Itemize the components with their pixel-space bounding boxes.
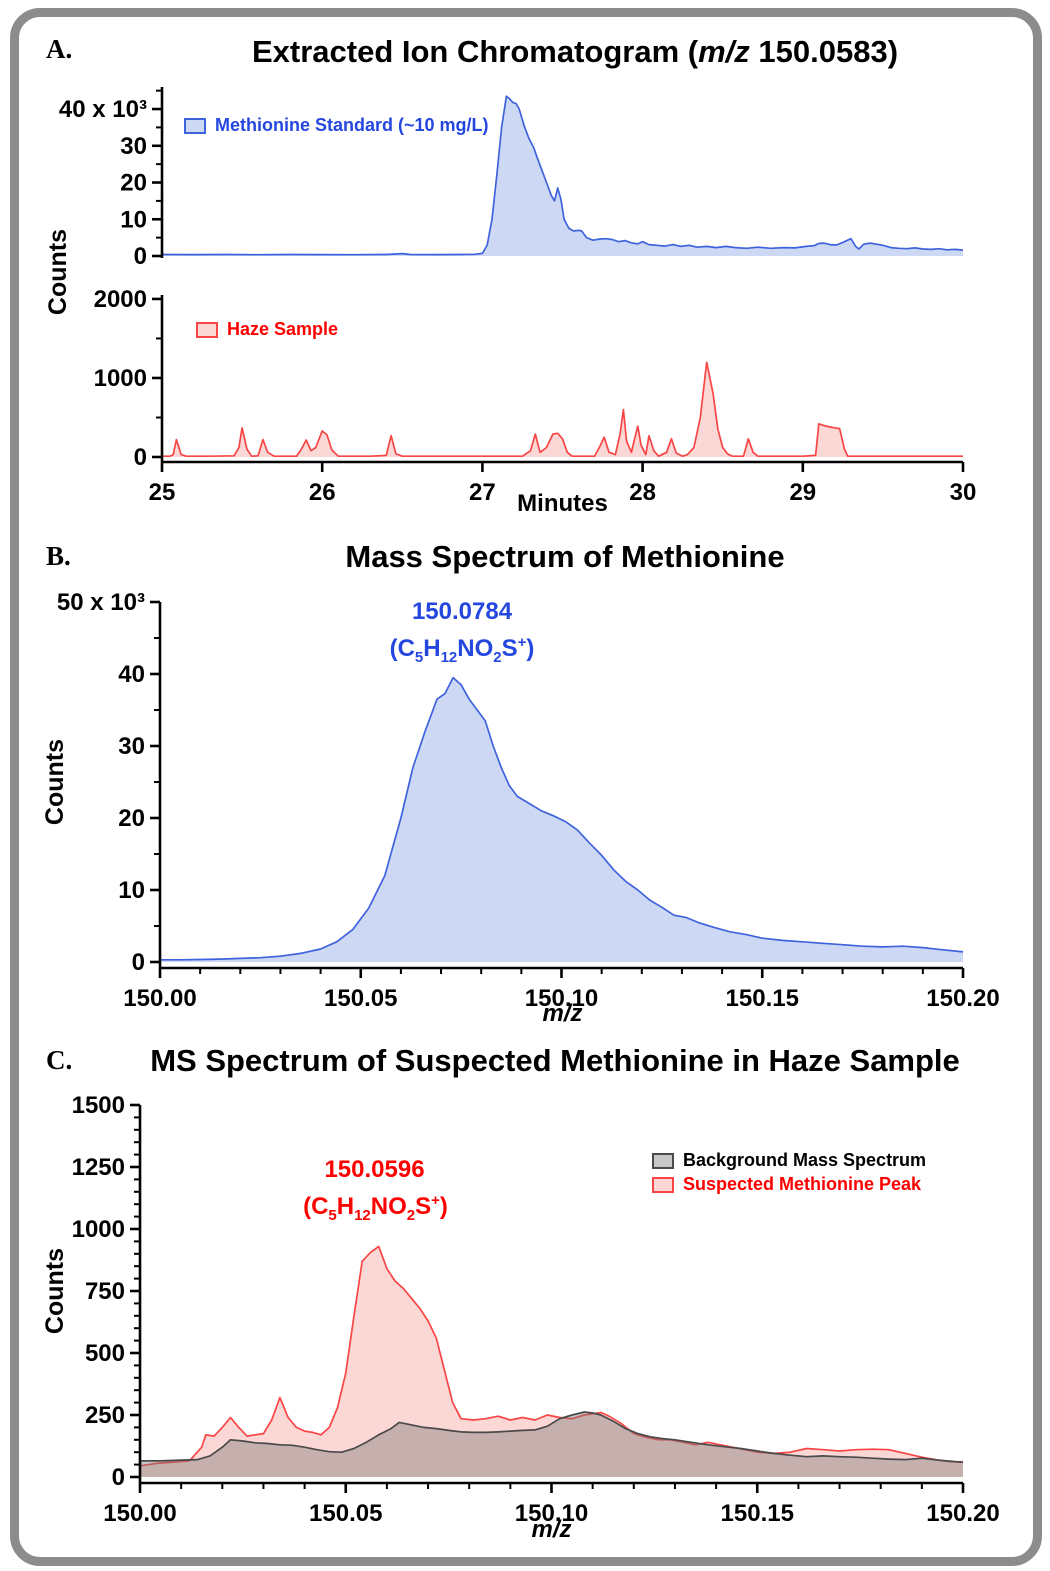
svg-text:30: 30 [950, 479, 977, 506]
svg-text:27: 27 [469, 479, 496, 506]
svg-text:150.20: 150.20 [926, 985, 999, 1012]
svg-text:150.10: 150.10 [515, 1500, 588, 1527]
panel-c-letter: C. [46, 1045, 73, 1075]
svg-text:20: 20 [118, 805, 145, 832]
svg-text:150.10: 150.10 [525, 985, 598, 1012]
svg-text:250: 250 [85, 1402, 125, 1429]
legend-swatch-standard [184, 117, 206, 134]
svg-text:150.05: 150.05 [309, 1500, 382, 1527]
chart-xic-standard: 0 10 20 30 40 x 10³ [59, 87, 964, 270]
svg-text:1000: 1000 [94, 365, 147, 392]
svg-text:40 x 10³: 40 x 10³ [59, 96, 147, 123]
svg-text:150.20: 150.20 [926, 1500, 999, 1527]
panel-b-x-axis-title: m/z [542, 1000, 583, 1027]
svg-text:1500: 1500 [72, 1092, 125, 1119]
panel-c-formula-annotation: (C5H12NO2S+) [303, 1192, 448, 1224]
panel-c-title: MS Spectrum of Suspected Methionine in H… [150, 1043, 960, 1078]
panel-a-y-axis-title: Counts [44, 228, 72, 316]
svg-text:150.00: 150.00 [103, 1500, 176, 1527]
legend-haze-sample: Haze Sample [196, 319, 338, 340]
svg-text:26: 26 [309, 479, 336, 506]
svg-text:28: 28 [629, 479, 656, 506]
figure-border [10, 8, 1042, 1566]
panel-a-title: Extracted Ion Chromatogram (m/z 150.0583… [251, 34, 899, 69]
legend-swatch-background [652, 1152, 674, 1169]
legend-methionine-standard: Methionine Standard (~10 mg/L) [184, 115, 489, 136]
svg-text:500: 500 [85, 1340, 125, 1367]
svg-text:30: 30 [118, 733, 145, 760]
panel-b-title: Mass Spectrum of Methionine [345, 539, 785, 574]
legend-background-spectrum: Background Mass Spectrum [652, 1150, 926, 1171]
svg-text:150.15: 150.15 [726, 985, 799, 1012]
svg-text:10: 10 [120, 206, 147, 233]
chart-ms-haze: 0 250 500 750 1000 1250 1500 150.00 150.05 150.10… [72, 1092, 1000, 1527]
svg-text:1000: 1000 [72, 1216, 125, 1243]
svg-text:150.15: 150.15 [721, 1500, 794, 1527]
legend-suspected-peak: Suspected Methionine Peak [652, 1174, 921, 1195]
legend-label-standard: Methionine Standard (~10 mg/L) [215, 115, 489, 135]
svg-text:2000: 2000 [94, 286, 147, 313]
svg-text:0: 0 [112, 1464, 125, 1491]
chart-xic-haze: 0 1000 2000 25 26 27 28 29 30 [94, 286, 977, 506]
panel-b-formula-annotation: (C5H12NO2S+) [389, 634, 535, 666]
svg-text:20: 20 [120, 170, 147, 197]
svg-text:0: 0 [134, 243, 147, 270]
svg-text:10: 10 [118, 877, 145, 904]
panel-c-x-axis-title: m/z [531, 1516, 572, 1543]
legend-swatch-suspected [652, 1176, 674, 1193]
panel-c-y-axis-title: Counts [41, 1247, 69, 1335]
panel-b-peak-annotation: 150.0784 [411, 598, 513, 625]
svg-text:30: 30 [120, 133, 147, 160]
legend-label-haze: Haze Sample [227, 319, 339, 339]
svg-text:150.05: 150.05 [324, 985, 397, 1012]
legend-label-background: Background Mass Spectrum [683, 1150, 927, 1170]
panel-a-x-axis-title: Minutes [517, 490, 608, 517]
panel-a-letter: A. [46, 34, 73, 64]
svg-text:0: 0 [132, 949, 145, 976]
svg-text:0: 0 [134, 444, 147, 471]
svg-text:750: 750 [85, 1278, 125, 1305]
svg-text:50 x 10³: 50 x 10³ [57, 589, 145, 616]
panel-b-y-axis-title: Counts [41, 738, 69, 826]
legend-swatch-haze [196, 321, 218, 338]
chart-ms-methionine: 0 10 20 30 40 50 x 10³ 150.00 150.05 150.10 150.1… [57, 589, 1000, 1012]
svg-text:40: 40 [118, 661, 145, 688]
svg-text:1250: 1250 [72, 1154, 125, 1181]
panel-b-letter: B. [46, 541, 71, 571]
panel-c-peak-annotation: 150.0596 [324, 1156, 425, 1183]
svg-text:150.00: 150.00 [123, 985, 196, 1012]
legend-label-suspected: Suspected Methionine Peak [683, 1174, 922, 1194]
svg-text:25: 25 [149, 479, 176, 506]
svg-text:29: 29 [789, 479, 816, 506]
